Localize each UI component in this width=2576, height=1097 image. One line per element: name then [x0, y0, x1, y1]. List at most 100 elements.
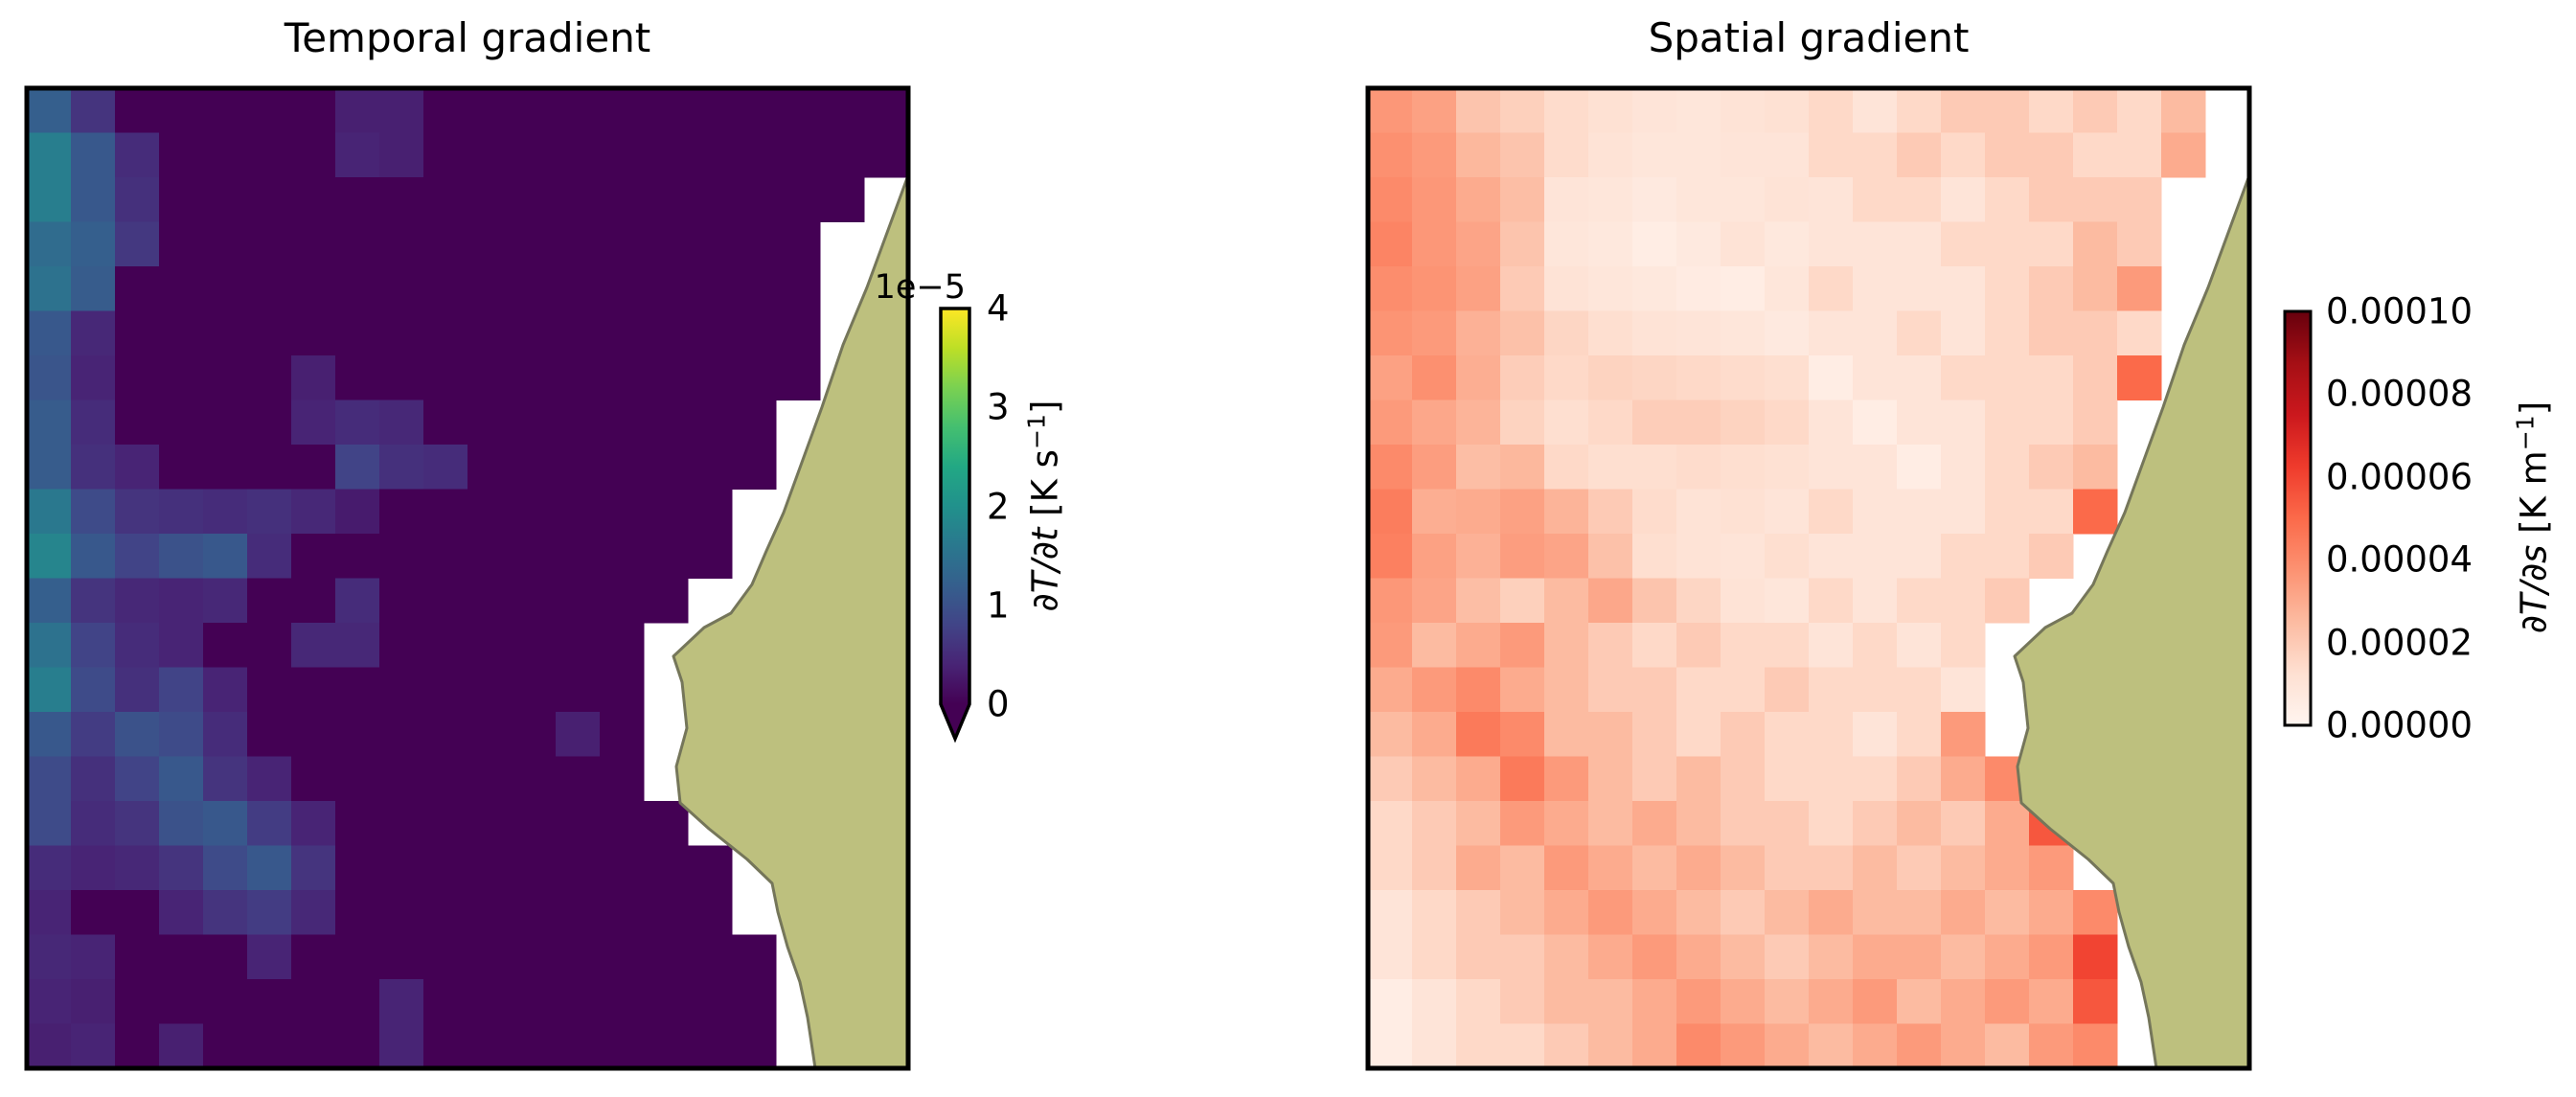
heatmap-cell	[1500, 1023, 1545, 1068]
heatmap-cell	[644, 845, 689, 891]
heatmap-cell	[512, 801, 557, 847]
heatmap-cell	[1809, 177, 1854, 223]
heatmap-cell	[379, 1023, 424, 1068]
heatmap-cell	[1456, 623, 1501, 669]
heatmap-cell	[556, 712, 601, 758]
heatmap-cell	[1853, 756, 1898, 802]
heatmap-cell	[1809, 445, 1854, 491]
heatmap-cell	[1544, 489, 1589, 535]
heatmap-cell	[115, 578, 160, 624]
heatmap-cell	[1412, 1023, 1457, 1068]
heatmap-cell	[644, 177, 689, 223]
heatmap-cell	[291, 756, 336, 802]
heatmap-cell	[203, 132, 248, 178]
heatmap-cell	[159, 712, 204, 758]
heatmap-cell	[1941, 623, 1986, 669]
heatmap-cell	[644, 979, 689, 1025]
heatmap-cell	[512, 979, 557, 1025]
heatmap-cell	[1544, 845, 1589, 891]
heatmap-cell	[1809, 310, 1854, 356]
heatmap-cell	[556, 534, 601, 580]
heatmap-cell	[1897, 623, 1942, 669]
heatmap-cell	[732, 400, 777, 446]
heatmap-cell	[247, 310, 292, 356]
heatmap-cell	[1853, 578, 1898, 624]
heatmap-cell	[1500, 310, 1545, 356]
heatmap-cell	[1721, 534, 1766, 580]
heatmap-cell	[1853, 1023, 1898, 1068]
heatmap-cell	[159, 445, 204, 491]
heatmap-cell	[688, 489, 733, 535]
heatmap-cell	[1765, 801, 1810, 847]
heatmap-cell	[1544, 979, 1589, 1025]
heatmap-cell	[71, 88, 116, 134]
spatial-colorbar-label-close: ]	[2513, 400, 2555, 416]
heatmap-cell	[1721, 1023, 1766, 1068]
heatmap-cell	[247, 890, 292, 936]
heatmap-cell	[1412, 756, 1457, 802]
colorbar-tick-label: 2	[987, 486, 1010, 527]
heatmap-cell	[2029, 1023, 2074, 1068]
heatmap-cell	[1809, 578, 1854, 624]
land-mask	[672, 173, 908, 1068]
heatmap-cell	[247, 712, 292, 758]
heatmap-cell	[335, 756, 380, 802]
colorbar-tick-label: 0.00004	[2326, 538, 2473, 581]
heatmap-cell	[1897, 845, 1942, 891]
heatmap-cell	[291, 221, 336, 267]
heatmap-cell	[688, 934, 733, 980]
heatmap-cell	[467, 890, 513, 936]
heatmap-cell	[291, 890, 336, 936]
heatmap-cell	[291, 667, 336, 713]
heatmap-cell	[1456, 355, 1501, 401]
heatmap-cell	[2029, 489, 2074, 535]
heatmap-cell	[159, 801, 204, 847]
temporal-panel-title: Temporal gradient	[284, 14, 651, 61]
heatmap-cell	[159, 934, 204, 980]
heatmap-cell	[159, 1023, 204, 1068]
heatmap-cell	[27, 756, 72, 802]
heatmap-cell	[556, 445, 601, 491]
heatmap-cell	[1721, 355, 1766, 401]
heatmap-cell	[1632, 445, 1677, 491]
heatmap-cell	[291, 934, 336, 980]
heatmap-cell	[1985, 177, 2030, 223]
heatmap-cell	[688, 266, 733, 312]
heatmap-cell	[1500, 623, 1545, 669]
heatmap-cell	[600, 667, 645, 713]
heatmap-cell	[556, 890, 601, 936]
heatmap-cell	[1368, 88, 1413, 134]
heatmap-cell	[1809, 623, 1854, 669]
heatmap-cell	[1941, 845, 1986, 891]
heatmap-cell	[423, 534, 468, 580]
heatmap-cell	[1721, 801, 1766, 847]
heatmap-cell	[71, 534, 116, 580]
heatmap-cell	[467, 979, 513, 1025]
heatmap-cell	[600, 221, 645, 267]
heatmap-cell	[1632, 623, 1677, 669]
heatmap-cell	[1588, 221, 1633, 267]
heatmap-cell	[71, 979, 116, 1025]
heatmap-cell	[644, 890, 689, 936]
heatmap-cell	[71, 845, 116, 891]
heatmap-cell	[27, 623, 72, 669]
heatmap-cell	[1500, 890, 1545, 936]
heatmap-cell	[1676, 534, 1721, 580]
heatmap-cell	[335, 578, 380, 624]
heatmap-cell	[423, 623, 468, 669]
heatmap-cell	[1721, 310, 1766, 356]
heatmap-cell	[776, 132, 821, 178]
heatmap-cell	[1632, 845, 1677, 891]
heatmap-cell	[467, 221, 513, 267]
heatmap-cell	[1632, 221, 1677, 267]
heatmap-cell	[732, 177, 777, 223]
heatmap-cell	[423, 445, 468, 491]
heatmap-cell	[379, 310, 424, 356]
heatmap-cell	[732, 132, 777, 178]
heatmap-cell	[1941, 355, 1986, 401]
heatmap-cell	[600, 177, 645, 223]
heatmap-cell	[203, 445, 248, 491]
heatmap-cell	[1632, 489, 1677, 535]
heatmap-cell	[732, 88, 777, 134]
heatmap-cell	[1368, 445, 1413, 491]
